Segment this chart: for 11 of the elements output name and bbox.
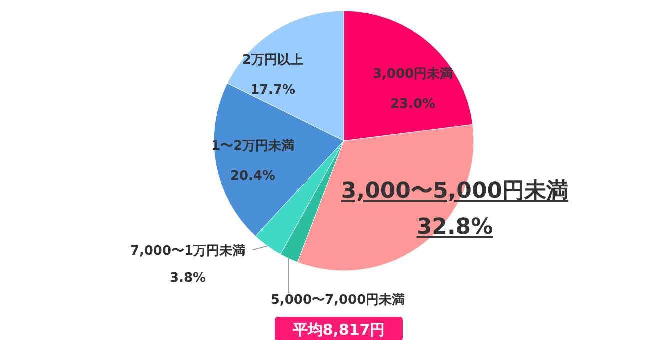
slice-label: 3,000円未満 (372, 67, 454, 82)
slice-label: 3,000〜5,000円未満 (341, 179, 569, 204)
data-label: 23.0% (390, 97, 436, 112)
data-label: 17.7% (250, 83, 296, 98)
slice-label: 5,000〜7,000円未満 (270, 293, 406, 308)
data-label: 3.8% (170, 271, 206, 286)
data-label: 32.8% (416, 215, 494, 240)
slice-label: 7,000〜1万円未満 (130, 244, 246, 259)
text: 平均8,817円 (292, 321, 386, 339)
slice-label: 2万円以上 (242, 53, 304, 68)
data-label: 20.4% (230, 169, 276, 184)
